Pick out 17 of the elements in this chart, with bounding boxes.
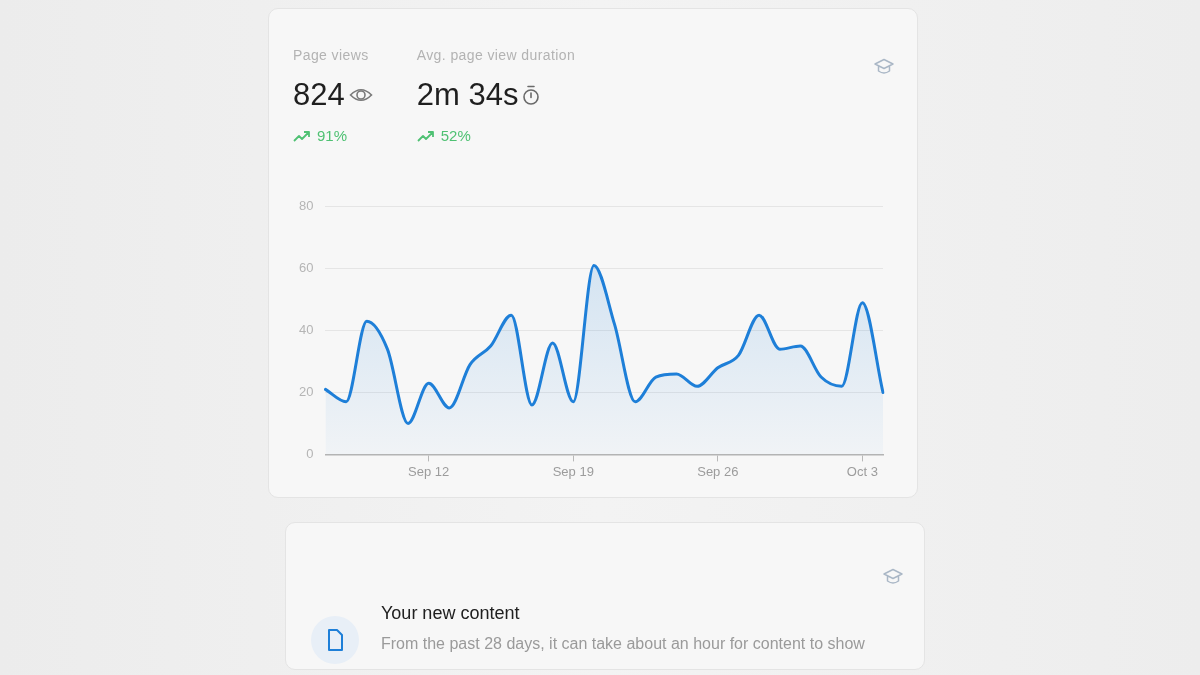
y-tick-label: 0: [306, 445, 314, 461]
text: 2m 34s: [416, 77, 519, 113]
y-tick-label: 60: [298, 260, 314, 276]
x-tick-label: Sep 12: [408, 463, 450, 479]
text: Your new content: [381, 603, 520, 624]
x-tick-label: Sep 19: [552, 463, 594, 479]
text: 824: [293, 77, 345, 113]
text: 52%: [440, 127, 471, 144]
y-tick-label: 40: [298, 322, 314, 338]
y-tick-label: 80: [298, 198, 314, 214]
text: From the past 28 days, it can take about an hour for content to show: [381, 635, 865, 653]
text: Page views: [293, 47, 370, 63]
y-tick-label: 20: [298, 384, 314, 400]
x-tick-label: Oct 3: [846, 463, 878, 479]
text: Avg. page view duration: [416, 47, 576, 63]
x-tick-label: Sep 26: [697, 463, 739, 479]
text: 91%: [317, 127, 348, 144]
